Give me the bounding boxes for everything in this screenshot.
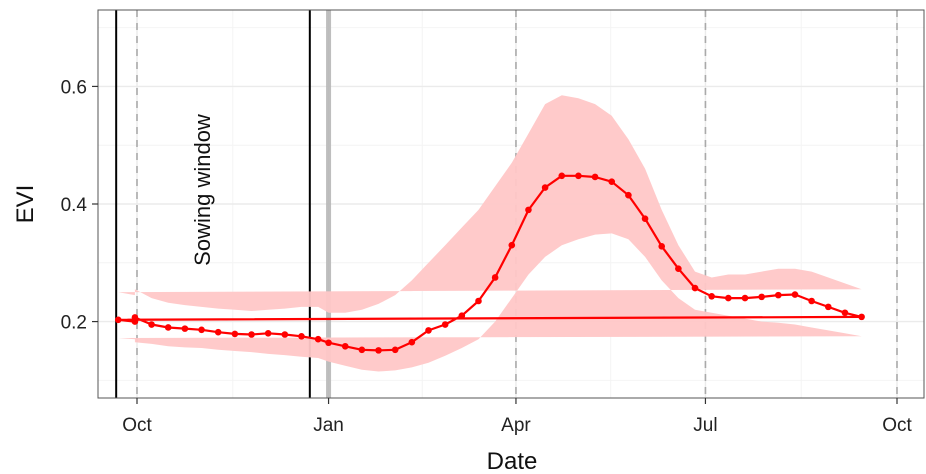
data-point — [575, 172, 582, 180]
data-point — [231, 330, 239, 338]
uncertainty-band — [118, 95, 862, 372]
data-point — [741, 294, 749, 302]
data-point — [824, 303, 832, 311]
data-point — [775, 291, 782, 299]
data-point — [558, 172, 566, 180]
data-point — [675, 265, 682, 272]
data-point — [458, 312, 466, 319]
data-point — [325, 339, 332, 347]
data-point — [148, 321, 155, 328]
data-point — [541, 184, 549, 191]
x-axis-title: Date — [487, 448, 538, 474]
y-axis: 0.2 0.4 0.6 — [61, 77, 98, 334]
data-point — [608, 178, 616, 185]
data-point — [114, 316, 122, 324]
data-point — [591, 173, 599, 181]
x-tick-label: Jan — [313, 415, 344, 436]
data-point — [425, 327, 432, 334]
x-axis: Oct Jan Apr Jul Oct — [122, 398, 912, 436]
data-point — [298, 332, 305, 340]
sowing-window-lines — [115, 10, 332, 398]
data-point — [508, 241, 516, 249]
data-point — [841, 309, 849, 317]
data-point — [248, 331, 255, 338]
y-axis-title: EVI — [12, 185, 39, 224]
data-point — [264, 330, 272, 337]
data-point — [625, 191, 632, 199]
data-point — [791, 291, 799, 298]
data-point — [214, 328, 222, 336]
data-point — [198, 326, 205, 334]
y-tick-label: 0.6 — [61, 77, 87, 98]
data-point — [491, 274, 499, 281]
sowing-window-annotation: Sowing window — [190, 114, 215, 266]
data-point — [375, 347, 382, 354]
data-point — [281, 331, 289, 338]
data-point — [391, 346, 399, 354]
y-tick-label: 0.2 — [61, 313, 87, 334]
data-point — [641, 215, 649, 222]
data-point — [314, 335, 322, 343]
confidence-band — [118, 95, 862, 372]
data-point — [758, 293, 765, 301]
data-point — [475, 297, 482, 305]
data-point — [441, 321, 449, 328]
y-tick-label: 0.4 — [61, 195, 88, 216]
data-point — [164, 324, 172, 331]
data-point — [858, 313, 865, 321]
data-point — [691, 284, 699, 292]
data-point — [341, 342, 349, 350]
x-tick-label: Apr — [501, 415, 531, 436]
x-tick-label: Jul — [693, 415, 717, 436]
series-points — [114, 172, 865, 354]
data-point — [358, 346, 366, 354]
data-point — [725, 294, 732, 302]
x-tick-label: Oct — [122, 415, 152, 436]
data-point — [181, 325, 189, 332]
data-point — [408, 338, 416, 346]
data-point — [708, 292, 715, 300]
data-point — [525, 206, 532, 214]
x-tick-label: Oct — [882, 415, 912, 436]
data-point — [131, 318, 139, 325]
data-point — [808, 297, 815, 305]
data-point — [658, 243, 666, 250]
